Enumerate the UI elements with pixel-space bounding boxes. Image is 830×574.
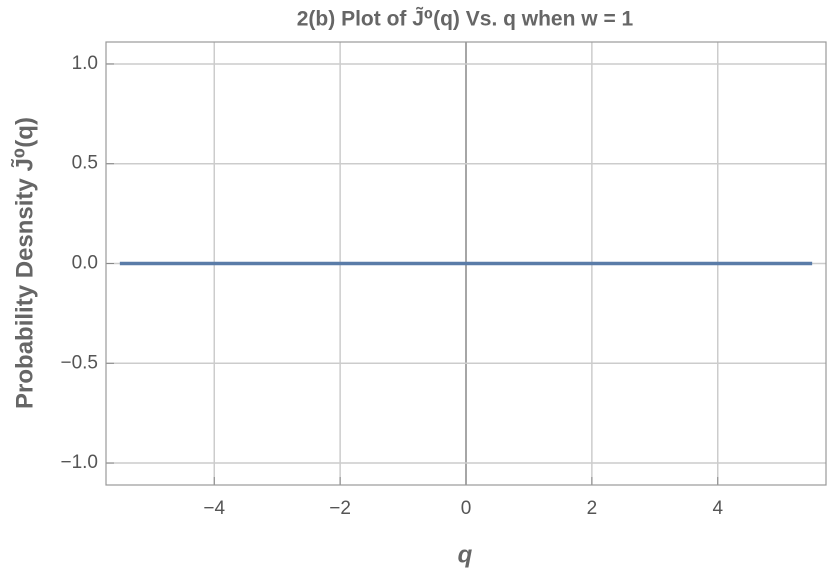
x-tick-label: −2 (329, 498, 351, 519)
y-tick-label: 0.0 (72, 253, 98, 274)
x-tick-label: 4 (712, 498, 723, 519)
y-tick-label: −1.0 (60, 452, 98, 473)
y-tick-label: 1.0 (72, 53, 98, 74)
y-tick-label: −0.5 (60, 352, 98, 373)
plot-frame (105, 41, 827, 486)
x-tick-label: 0 (461, 498, 472, 519)
x-tick-label: 2 (587, 498, 598, 519)
x-axis-label: q (458, 541, 473, 568)
chart-title: 2(b) Plot of J̃⁰(q) Vs. q when w = 1 (297, 7, 634, 31)
y-tick-label: 0.5 (72, 153, 98, 174)
x-tick-label: −4 (203, 498, 225, 519)
y-axis-label: Probability Desnsity J̃⁰(q) (11, 117, 39, 409)
